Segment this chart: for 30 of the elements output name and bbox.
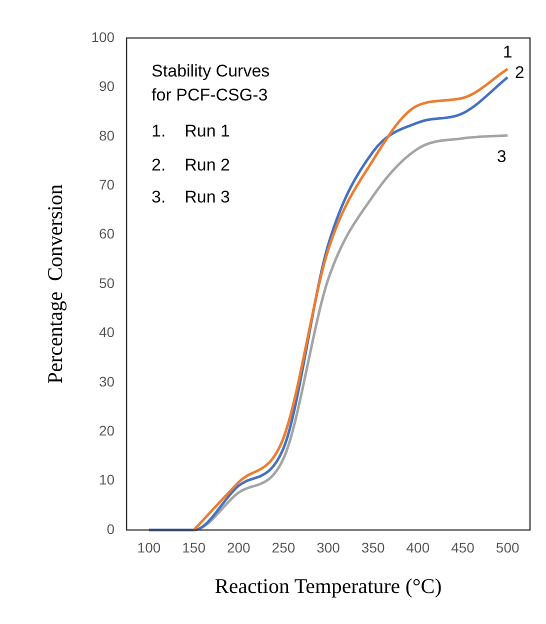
annotation: 2	[514, 63, 524, 82]
annotation: 1. Run 1	[152, 122, 230, 141]
annotation: 1	[502, 42, 512, 62]
x-tick-label: 150	[182, 539, 206, 556]
y-tick-label: 0	[106, 520, 115, 537]
y-tick-label: 60	[98, 226, 115, 242]
x-tick-label: 300	[316, 539, 340, 556]
x-tick-label: 200	[226, 539, 251, 556]
y-tick-label: 50	[98, 274, 115, 291]
x-axis-title: Reaction Temperature (°C)	[214, 574, 442, 598]
y-tick-label: 100	[91, 28, 115, 45]
x-tick-label: 350	[361, 539, 385, 556]
annotation: 2. Run 2	[152, 156, 230, 175]
x-tick-label: 450	[451, 539, 475, 556]
annotation: for PCF-CSG-3	[152, 86, 268, 105]
y-tick-label: 90	[98, 78, 115, 94]
annotation: Stability Curves	[152, 62, 270, 81]
y-tick-label: 80	[98, 127, 115, 144]
annotation: 3	[496, 147, 506, 166]
x-tick-label: 400	[406, 539, 430, 556]
y-tick-label: 10	[98, 472, 115, 488]
x-tick-label: 250	[272, 539, 296, 556]
x-tick-label: 100	[137, 539, 161, 556]
y-tick-label: 70	[98, 176, 115, 192]
annotation: 3. Run 3	[152, 188, 230, 207]
y-tick-label: 20	[98, 422, 115, 438]
x-tick-label: 500	[496, 539, 520, 556]
y-tick-label: 30	[98, 373, 115, 390]
y-axis-title: Percentage Conversion	[43, 184, 68, 384]
y-tick-label: 40	[98, 324, 115, 340]
